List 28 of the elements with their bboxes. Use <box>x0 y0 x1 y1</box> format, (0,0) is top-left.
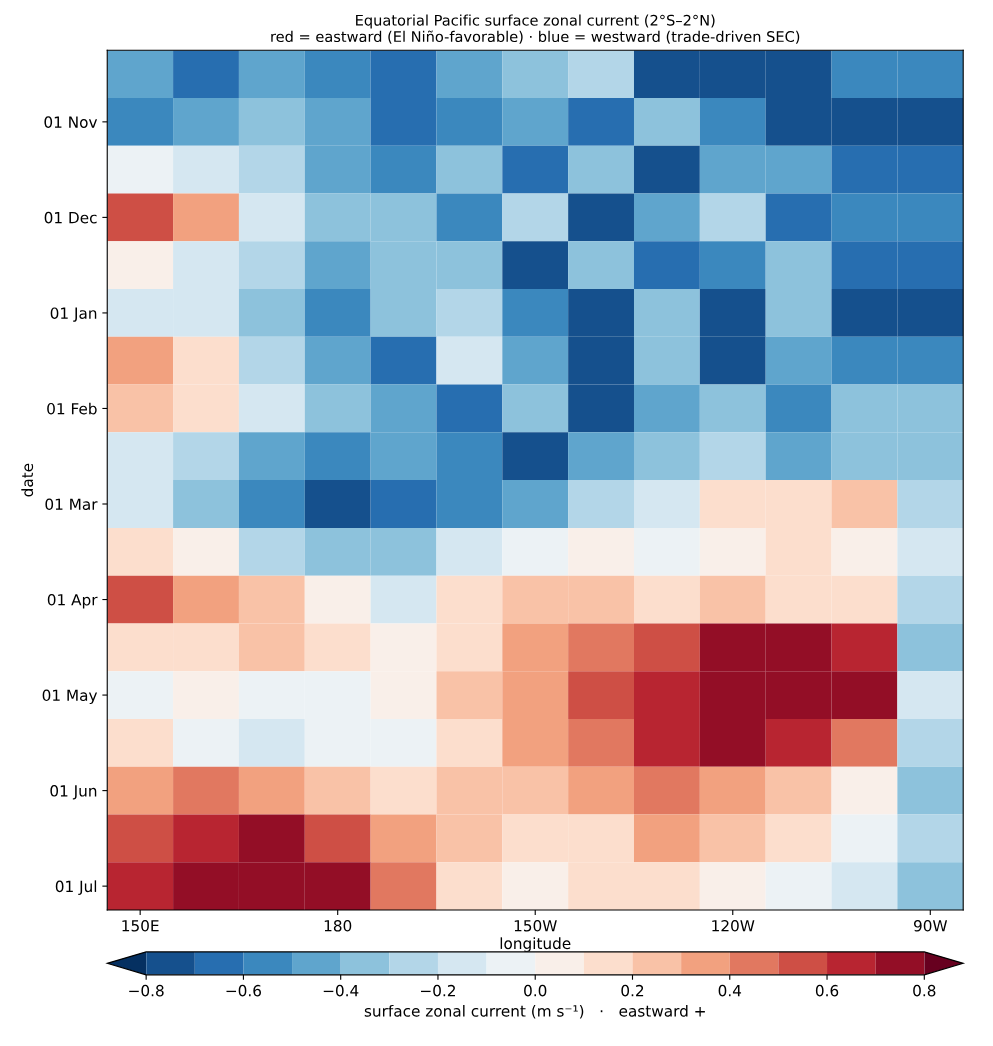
y-tick-label: 01 Jun <box>50 785 97 800</box>
chart-title: Equatorial Pacific surface zonal current (2°S–2°N) <box>356 14 715 29</box>
color-bar-label: −0.2 <box>421 984 455 997</box>
y-axis-title: date <box>21 463 34 497</box>
color-bar-label: 0.2 <box>621 984 644 997</box>
x-tick-label: 180 <box>324 920 352 932</box>
color-bar-label: −0.6 <box>226 984 262 997</box>
x-tick-label: 150W <box>514 920 557 932</box>
y-tick-label: 01 Nov <box>44 116 98 128</box>
color-bar-title: surface zonal current (m s⁻¹) · eastward + <box>364 1004 705 1019</box>
color-bar-label: −0.4 <box>323 984 359 997</box>
y-tick-label: 01 Dec <box>44 211 97 224</box>
chart-subtitle: red = eastward (El Niño-favorable) · blue = westward (trade-driven SEC) <box>271 30 800 44</box>
y-tick-label: 01 Mar <box>45 498 98 511</box>
color-bar-label: 0.8 <box>913 984 936 997</box>
y-tick-label: 01 Feb <box>47 402 97 415</box>
y-tick-label: 01 Apr <box>47 594 98 609</box>
y-tick-label: 01 Jul <box>55 880 97 895</box>
y-tick-label: 01 May <box>42 689 98 705</box>
color-bar-label: −0.8 <box>129 984 164 997</box>
color-bar-label: 0.6 <box>815 984 839 997</box>
x-tick-label: 90W <box>913 920 948 932</box>
x-tick-label: 150E <box>122 920 159 932</box>
color-bar-label: 0.4 <box>718 984 742 997</box>
x-tick-label: 120W <box>712 920 755 932</box>
color-bar-label: 0.0 <box>524 984 547 997</box>
y-tick-label: 01 Jan <box>50 307 97 322</box>
x-axis-title: longitude <box>500 937 571 953</box>
